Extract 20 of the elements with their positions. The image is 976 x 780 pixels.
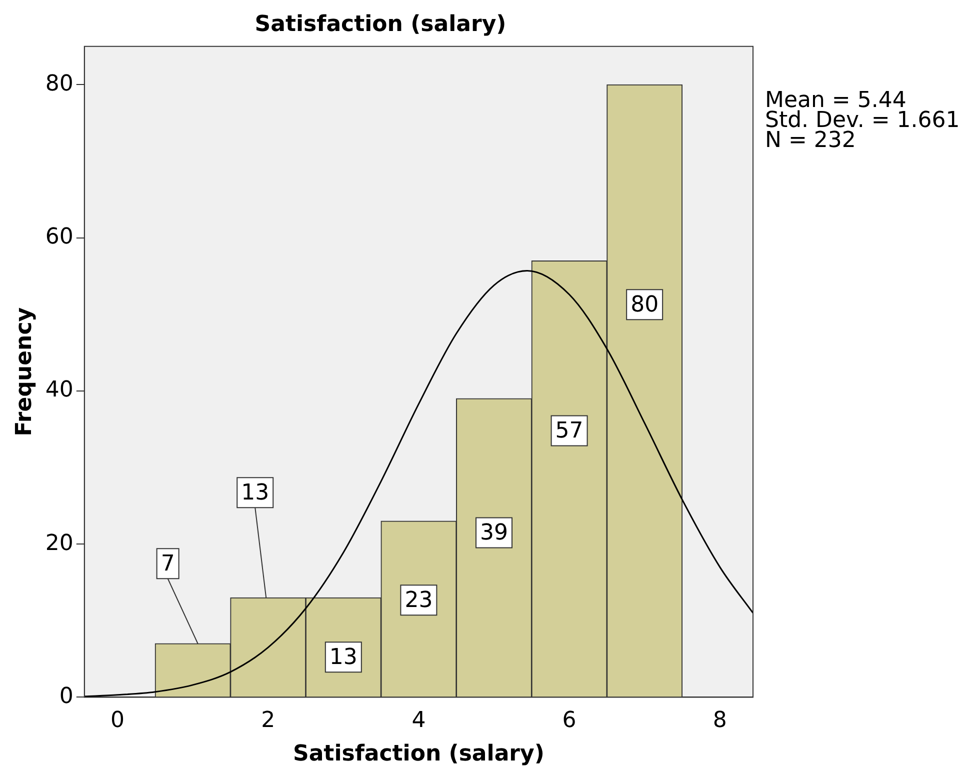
data-label: 13 [241,480,270,506]
y-tick-label: 40 [45,378,74,403]
x-tick-label: 8 [712,708,727,734]
data-label: 39 [480,520,508,546]
x-tick-label: 4 [412,708,426,734]
y-tick-label: 20 [45,530,74,556]
y-axis-title: Frequency [12,307,37,436]
data-label: 57 [555,418,584,444]
y-tick-label: 60 [45,224,74,250]
y-tick-label: 0 [59,684,74,709]
x-tick-label: 0 [110,708,125,734]
x-tick-label: 6 [562,708,576,734]
data-label: 7 [160,551,175,576]
x-axis-title: Satisfaction (salary) [292,742,544,767]
data-label: 13 [329,644,358,670]
chart-title: Satisfaction (salary) [254,12,506,37]
data-label: 80 [630,292,659,318]
y-tick-label: 80 [45,71,74,96]
x-tick-label: 2 [261,708,276,734]
data-label: 23 [404,588,433,613]
